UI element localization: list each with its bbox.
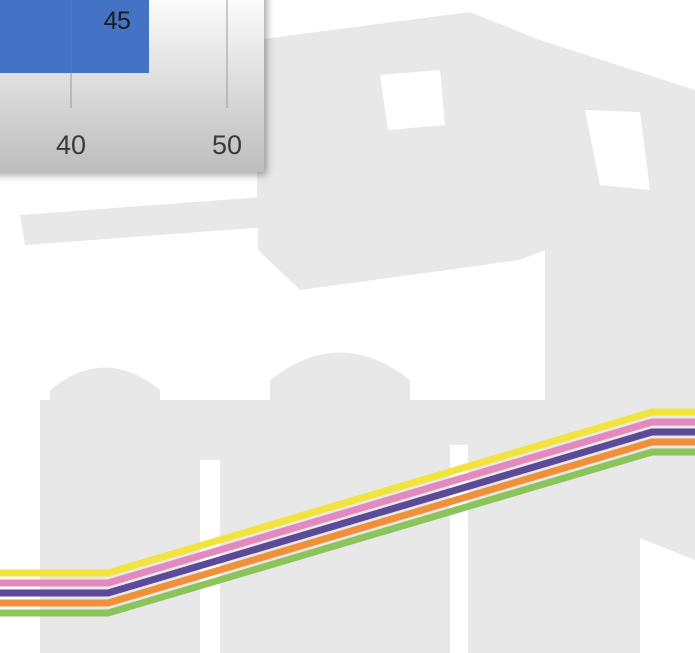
stripe-2: [0, 428, 695, 597]
building-watermark-icon: [20, 12, 695, 653]
stripe-0: [0, 408, 695, 577]
stripe-4: [0, 448, 695, 617]
x-tick-label-40: 40: [56, 130, 86, 160]
x-tick-label-50: 50: [212, 130, 242, 160]
stripe-1: [0, 418, 695, 587]
stripe-3: [0, 438, 695, 607]
bar-chart: 45 40 50: [0, 0, 264, 172]
bar-data-label: 45: [104, 7, 131, 35]
bar-value-45: [0, 0, 149, 73]
color-stripes-icon: [0, 408, 695, 617]
